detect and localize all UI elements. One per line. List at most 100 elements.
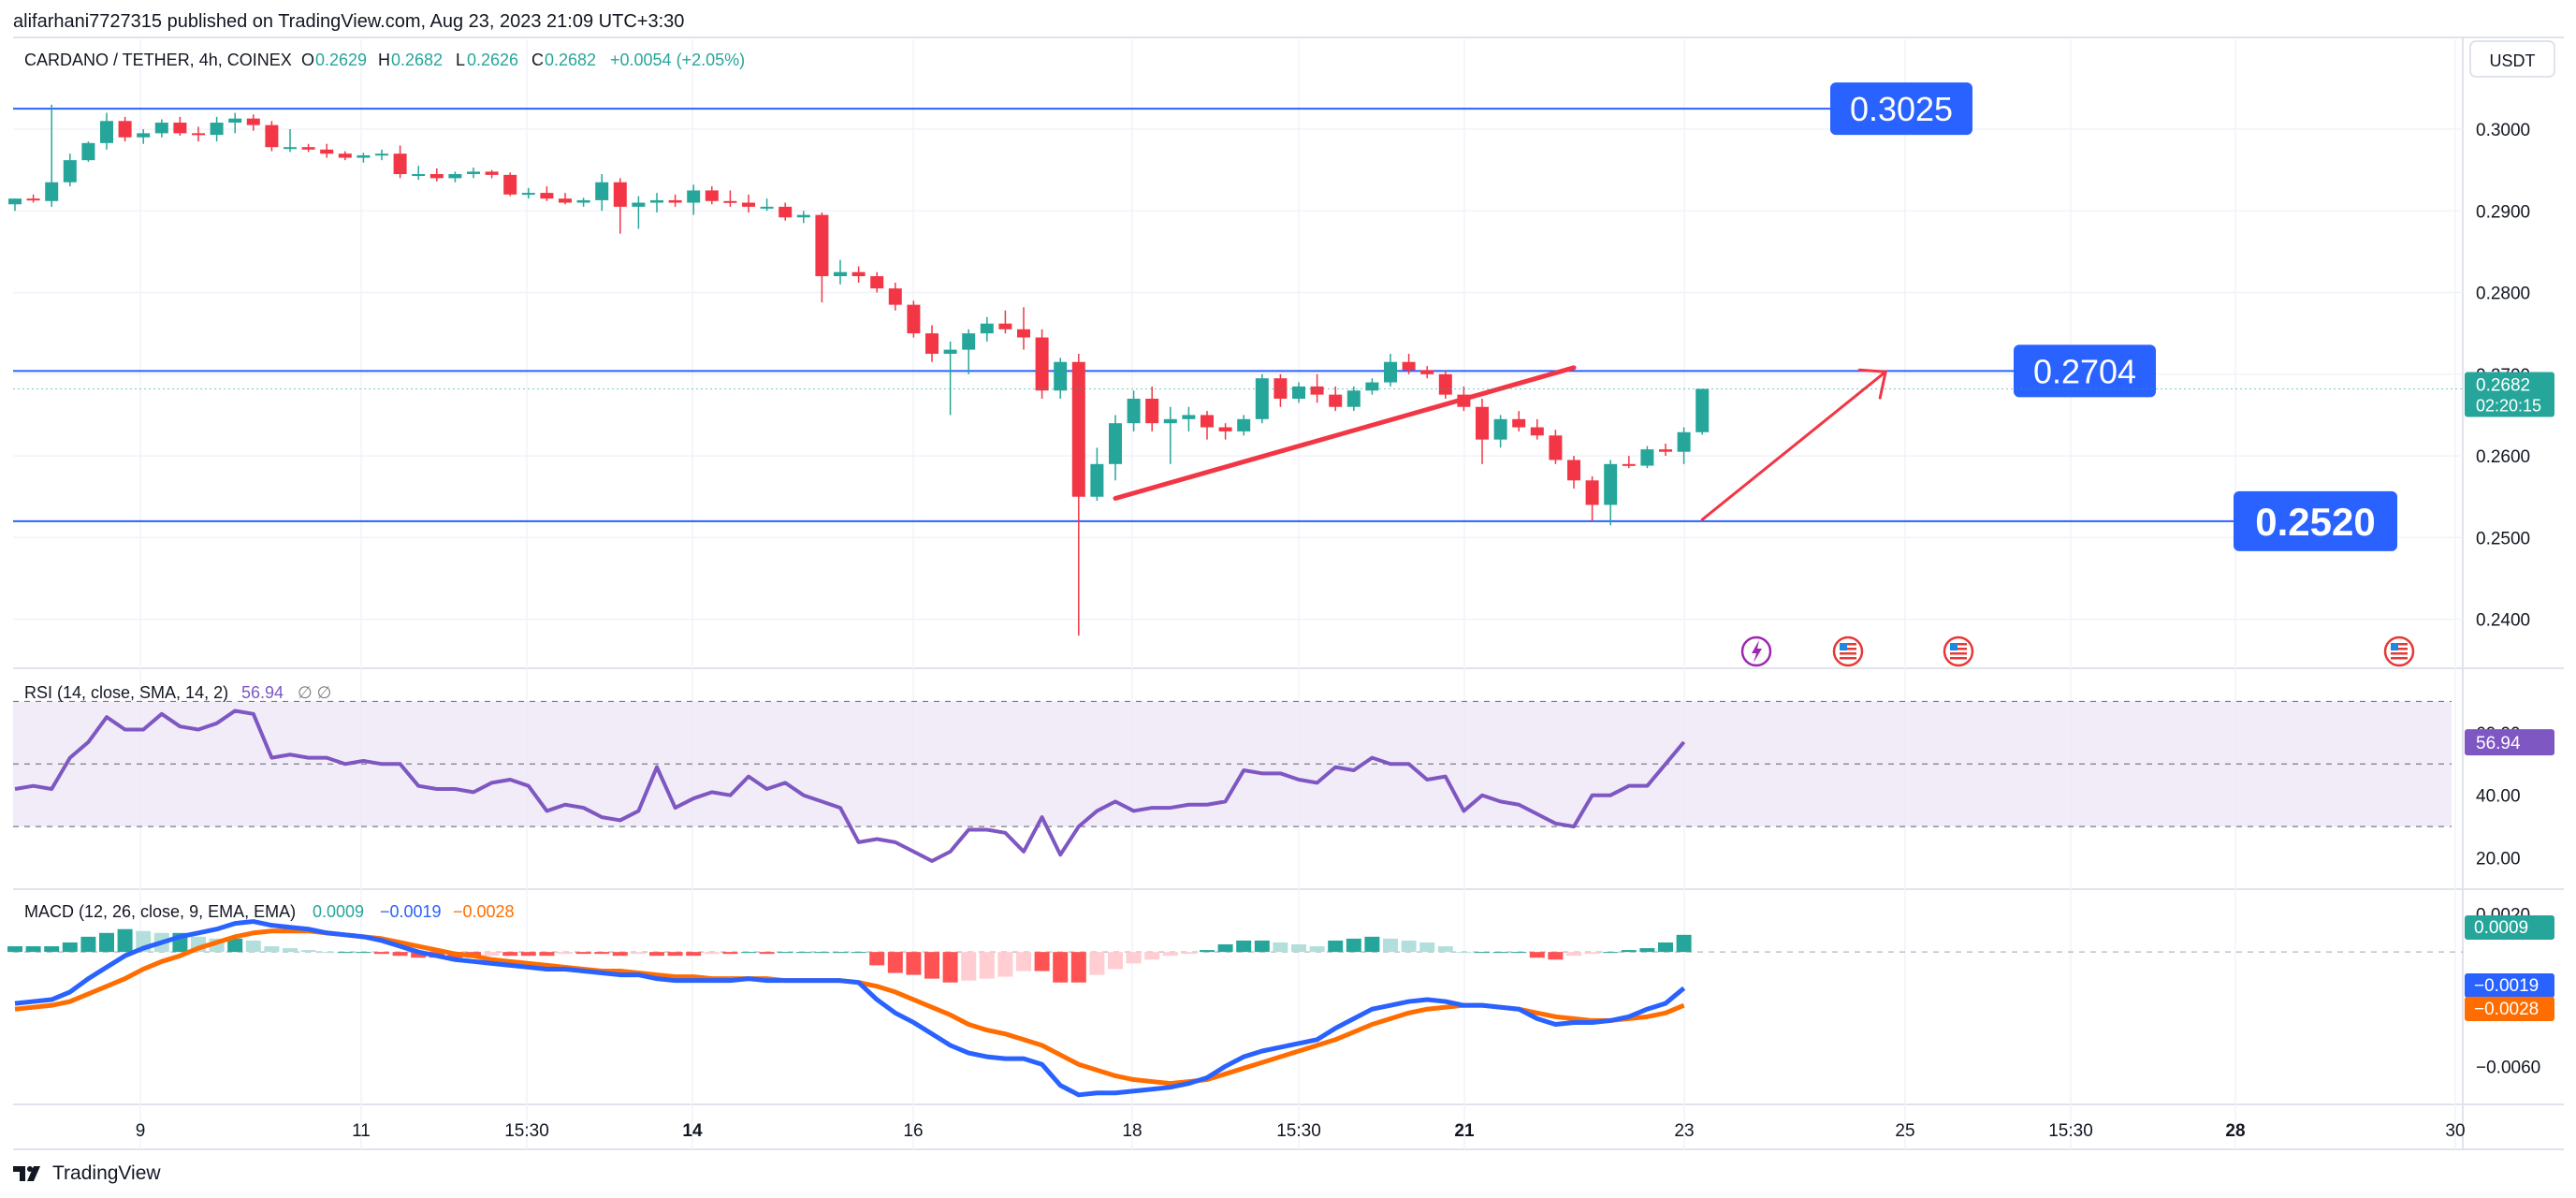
time-tick-label: 14 (682, 1121, 703, 1141)
us-flag-icon[interactable] (1943, 636, 1974, 667)
event-markers[interactable] (1740, 636, 2415, 667)
target-arrow-head (1857, 368, 1888, 400)
macd-hist-bar (1217, 944, 1233, 953)
us-flag-icon[interactable] (2383, 636, 2415, 667)
rsi-line (14, 709, 1686, 863)
time-tick-label: 30 (2445, 1121, 2465, 1141)
us-flag-icon-ring (2383, 636, 2415, 667)
macd-hist-bar (1621, 950, 1637, 953)
macd-hist-bar (1309, 946, 1325, 953)
macd-hist-bar (1162, 952, 1178, 957)
macd-hist-bar (1419, 942, 1435, 953)
ohlc-legend: O 0.2629 H 0.2682 L 0.2626 C 0.2682 +0.0… (301, 51, 745, 69)
macd-legend[interactable]: MACD (12, 26, close, 9, EMA, EMA) 0.0009… (24, 902, 515, 921)
us-flag-icon[interactable] (1832, 636, 1864, 667)
macd-hist-bar (520, 952, 536, 957)
candle-body (1696, 388, 1710, 432)
candle-body (870, 276, 884, 289)
horizontal-levels[interactable] (13, 108, 2234, 522)
price-axis[interactable]: 0.30000.29000.28000.27000.26000.25000.24… (13, 121, 2554, 631)
macd-hist-bar (1144, 952, 1160, 960)
macd-hist-bar (502, 952, 518, 957)
candle-body (1512, 418, 1526, 428)
pane-frames (13, 37, 2564, 1150)
current-price-tag (2465, 372, 2554, 417)
macd-macd-label: −0.0019 (2474, 976, 2539, 996)
candle-body (1476, 406, 1489, 440)
candle-body (1310, 386, 1324, 395)
candle-body (1071, 361, 1085, 497)
legend-o-label: O (301, 51, 314, 69)
candle-body (742, 202, 755, 207)
candle-body (320, 149, 334, 154)
candle-body (1127, 399, 1141, 424)
candle-body (284, 147, 297, 150)
lightning-icon[interactable] (1740, 636, 1772, 667)
candle-body (192, 133, 205, 136)
drawing-annotations[interactable] (1113, 365, 1888, 521)
candle-body (81, 142, 95, 161)
macd-hist-bar (99, 932, 114, 953)
rsi-pane[interactable]: RSI (14, close, SMA, 14, 2) 56.94 ∅ ∅ (13, 683, 2452, 863)
candle-body (1090, 463, 1104, 497)
candle-body (1493, 418, 1507, 440)
candle-body (613, 182, 627, 207)
macd-hist-bar (1456, 952, 1472, 954)
countdown-label: 02:20:15 (2476, 397, 2541, 416)
rsi-tick-label: 20.00 (2476, 850, 2521, 869)
candle-body (1640, 449, 1654, 466)
macd-hist-bar (1603, 952, 1619, 954)
macd-hist-tag (2465, 915, 2554, 940)
macd-hist-bar (1016, 952, 1031, 972)
macd-hist-bar (1089, 952, 1105, 975)
price-tick-label: 0.2900 (2476, 202, 2530, 222)
candle-body (1677, 431, 1691, 452)
macd-hist-bar (117, 928, 133, 953)
flag-stripe (2391, 652, 2408, 655)
candlestick-series (8, 104, 1710, 636)
candle-body (1567, 460, 1580, 481)
time-axis[interactable]: 9 11 15:30 14 16 18 15:30 21 23 25 15:30 28 30 (136, 1121, 2466, 1141)
flag-canton (2391, 643, 2398, 650)
candle-body (100, 121, 113, 143)
macd-hist-bar (1529, 952, 1545, 958)
candle-body (1054, 361, 1068, 391)
candle-body (595, 182, 609, 200)
candle-body (154, 123, 168, 134)
macd-hist-bar (778, 952, 793, 954)
macd-hist-bar (704, 952, 720, 955)
symbol-legend[interactable]: CARDANO / TETHER, 4h, COINEX (24, 51, 292, 69)
candle-body (1549, 435, 1563, 460)
price-pane[interactable]: 0.3025 0.2704 0.2520 CARDANO / TETHER, 4h,… (8, 40, 2555, 667)
candle-body (412, 174, 426, 176)
flag-stripe (1840, 648, 1856, 650)
candle-body (1017, 329, 1030, 338)
candle-body (1218, 427, 1232, 431)
candle-body (834, 271, 847, 277)
time-tick-label: 23 (1674, 1121, 1694, 1141)
candle-body (1438, 373, 1452, 395)
candle-body (723, 200, 737, 203)
macd-hist-bar (25, 946, 41, 953)
macd-hist-bar (1511, 952, 1527, 954)
current-price-label: 0.2682 (2476, 376, 2530, 396)
candle-body (1659, 449, 1672, 452)
macd-hist-bar (814, 952, 830, 954)
time-tick-label: 11 (352, 1121, 371, 1141)
currency-button[interactable]: USDT (2469, 40, 2555, 78)
macd-pane[interactable]: MACD (12, 26, close, 9, EMA, EMA) 0.0009… (7, 902, 2463, 1098)
macd-hist-bar (1273, 942, 1288, 953)
macd-hist-bar (759, 952, 775, 955)
footer-brand[interactable]: TradingView (13, 1162, 161, 1185)
rsi-legend-name: RSI (14, close, SMA, 14, 2) (24, 683, 228, 702)
macd-signal-label: −0.0028 (2474, 1000, 2539, 1019)
candle-body (888, 288, 902, 305)
macd-tick-label: −0.0060 (2476, 1058, 2540, 1077)
candle-body (925, 333, 939, 354)
flag-stripe (1840, 643, 1856, 646)
time-tick-label: 28 (2225, 1121, 2245, 1141)
rsi-legend[interactable]: RSI (14, close, SMA, 14, 2) 56.94 ∅ ∅ (24, 683, 331, 702)
rsi-band (13, 700, 2452, 827)
